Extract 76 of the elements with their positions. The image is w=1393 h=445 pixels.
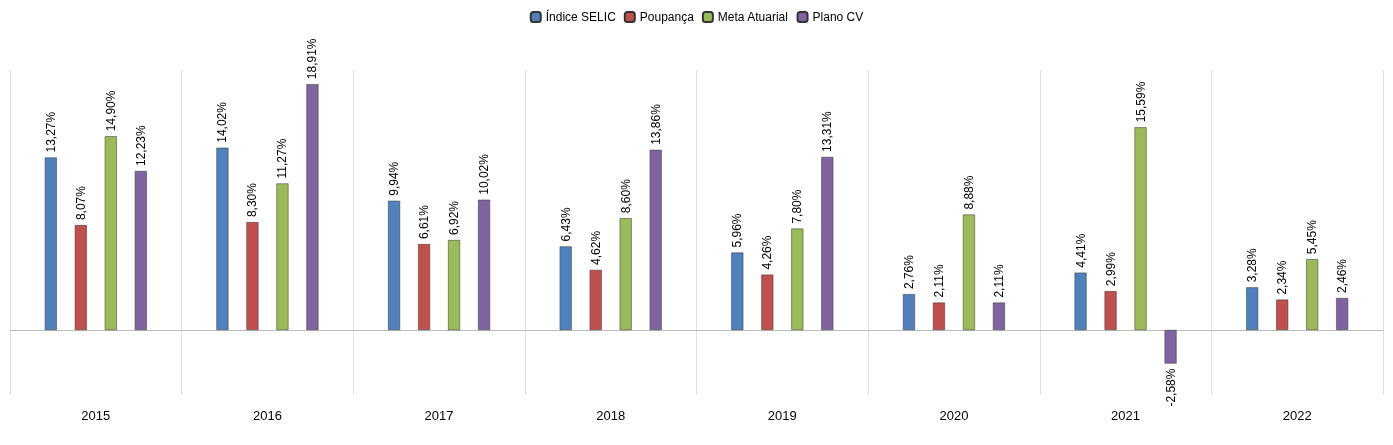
- x-tick-label: 2022: [1282, 408, 1312, 423]
- bar: [1134, 127, 1147, 330]
- legend-label: Meta Atuarial: [717, 10, 788, 24]
- bar: [1336, 298, 1349, 330]
- data-label: 6,92%: [447, 200, 462, 236]
- bar: [306, 84, 319, 330]
- bar: [932, 302, 945, 330]
- x-tick-label: 2015: [81, 408, 111, 423]
- data-label: 10,02%: [477, 153, 492, 195]
- data-label: 2,76%: [901, 254, 916, 290]
- legend-label: Plano CV: [812, 10, 864, 24]
- data-label: 5,45%: [1305, 219, 1320, 255]
- data-label: 6,43%: [558, 207, 573, 242]
- data-label: 4,41%: [1073, 233, 1088, 268]
- x-tick-label: 2016: [252, 408, 282, 423]
- data-label: 13,27%: [43, 111, 58, 153]
- data-label: 11,27%: [275, 138, 290, 179]
- data-label: 8,60%: [618, 178, 633, 214]
- data-label: 8,30%: [245, 182, 260, 218]
- bar: [134, 171, 147, 330]
- x-tick-label: 2018: [596, 408, 626, 423]
- data-label: 3,28%: [1245, 248, 1260, 283]
- legend-label: Índice SELIC: [545, 9, 617, 24]
- bar: [649, 149, 662, 330]
- data-label: 14,02%: [215, 101, 230, 143]
- data-label: 5,96%: [730, 213, 745, 248]
- bar: [1246, 287, 1259, 330]
- data-label: 6,61%: [417, 204, 432, 240]
- data-label: 2,34%: [1275, 260, 1290, 295]
- bar: [216, 147, 229, 330]
- bar: [761, 274, 774, 330]
- bar: [589, 269, 602, 330]
- data-label: 13,31%: [820, 110, 835, 152]
- x-tick-label: 2021: [1111, 408, 1141, 423]
- bar: [478, 199, 491, 330]
- x-tick-label: 2019: [767, 408, 797, 423]
- data-label: 12,23%: [133, 124, 148, 167]
- data-label: 8,88%: [961, 175, 976, 210]
- bar: [246, 222, 259, 330]
- bar: [418, 244, 431, 330]
- bar: [821, 156, 834, 330]
- data-label: 14,90%: [103, 90, 118, 132]
- data-label: 8,07%: [73, 185, 88, 221]
- bar: [104, 136, 117, 330]
- bar: [559, 246, 572, 330]
- bar: [1164, 330, 1177, 364]
- legend-label: Poupança: [639, 10, 695, 24]
- bar: [388, 200, 401, 330]
- data-label: 2,46%: [1335, 258, 1350, 294]
- data-label: 18,91%: [305, 38, 320, 80]
- data-label: 2,99%: [1103, 251, 1118, 287]
- bar: [74, 225, 87, 330]
- bar: [902, 294, 915, 330]
- bar: [619, 218, 632, 330]
- bar: [1276, 299, 1289, 330]
- data-label: 2,11%: [931, 264, 946, 298]
- bar: [1104, 291, 1117, 330]
- data-label: 7,80%: [790, 189, 805, 224]
- bar: [992, 302, 1005, 330]
- bar: [731, 252, 744, 330]
- x-tick-label: 2017: [424, 408, 454, 423]
- bar: [44, 157, 57, 330]
- bar: [962, 214, 975, 330]
- bar: [791, 228, 804, 330]
- data-label: -2,58%: [1163, 368, 1178, 407]
- bar: [448, 240, 461, 330]
- bar: [1306, 259, 1319, 330]
- bar: [1074, 272, 1087, 330]
- x-tick-label: 2020: [939, 408, 969, 423]
- data-label: 13,86%: [648, 103, 663, 145]
- data-label: 15,59%: [1133, 81, 1148, 123]
- bar: [276, 183, 289, 330]
- data-label: 2,11%: [991, 264, 1006, 298]
- data-label: 4,62%: [588, 230, 603, 265]
- data-label: 9,94%: [387, 161, 402, 196]
- data-label: 4,26%: [760, 235, 775, 270]
